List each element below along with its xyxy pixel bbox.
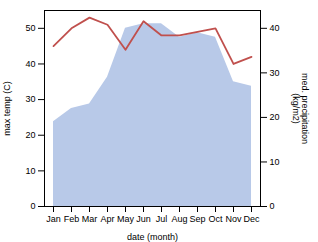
svg-text:Aug: Aug — [171, 214, 187, 224]
svg-text:date (month): date (month) — [127, 232, 178, 242]
svg-text:40: 40 — [25, 59, 35, 69]
svg-text:30: 30 — [25, 94, 35, 104]
svg-text:20: 20 — [270, 112, 280, 122]
svg-text:Oct: Oct — [208, 214, 223, 224]
svg-text:10: 10 — [25, 166, 35, 176]
svg-text:Mar: Mar — [82, 214, 98, 224]
svg-text:med. precipitation(kg/m2): med. precipitation(kg/m2) — [291, 73, 310, 144]
svg-text:max temp (C): max temp (C) — [2, 81, 12, 136]
svg-text:20: 20 — [25, 130, 35, 140]
svg-text:Apr: Apr — [100, 214, 114, 224]
svg-text:Jul: Jul — [156, 214, 168, 224]
svg-text:0: 0 — [270, 201, 275, 211]
svg-text:50: 50 — [25, 23, 35, 33]
svg-text:40: 40 — [270, 23, 280, 33]
svg-text:May: May — [117, 214, 135, 224]
svg-text:Jun: Jun — [136, 214, 151, 224]
svg-text:Dec: Dec — [243, 214, 260, 224]
svg-text:0: 0 — [30, 201, 35, 211]
svg-text:Sep: Sep — [189, 214, 205, 224]
svg-text:Jan: Jan — [46, 214, 61, 224]
svg-text:Nov: Nov — [225, 214, 242, 224]
svg-text:10: 10 — [270, 157, 280, 167]
svg-text:Feb: Feb — [64, 214, 80, 224]
svg-text:30: 30 — [270, 68, 280, 78]
